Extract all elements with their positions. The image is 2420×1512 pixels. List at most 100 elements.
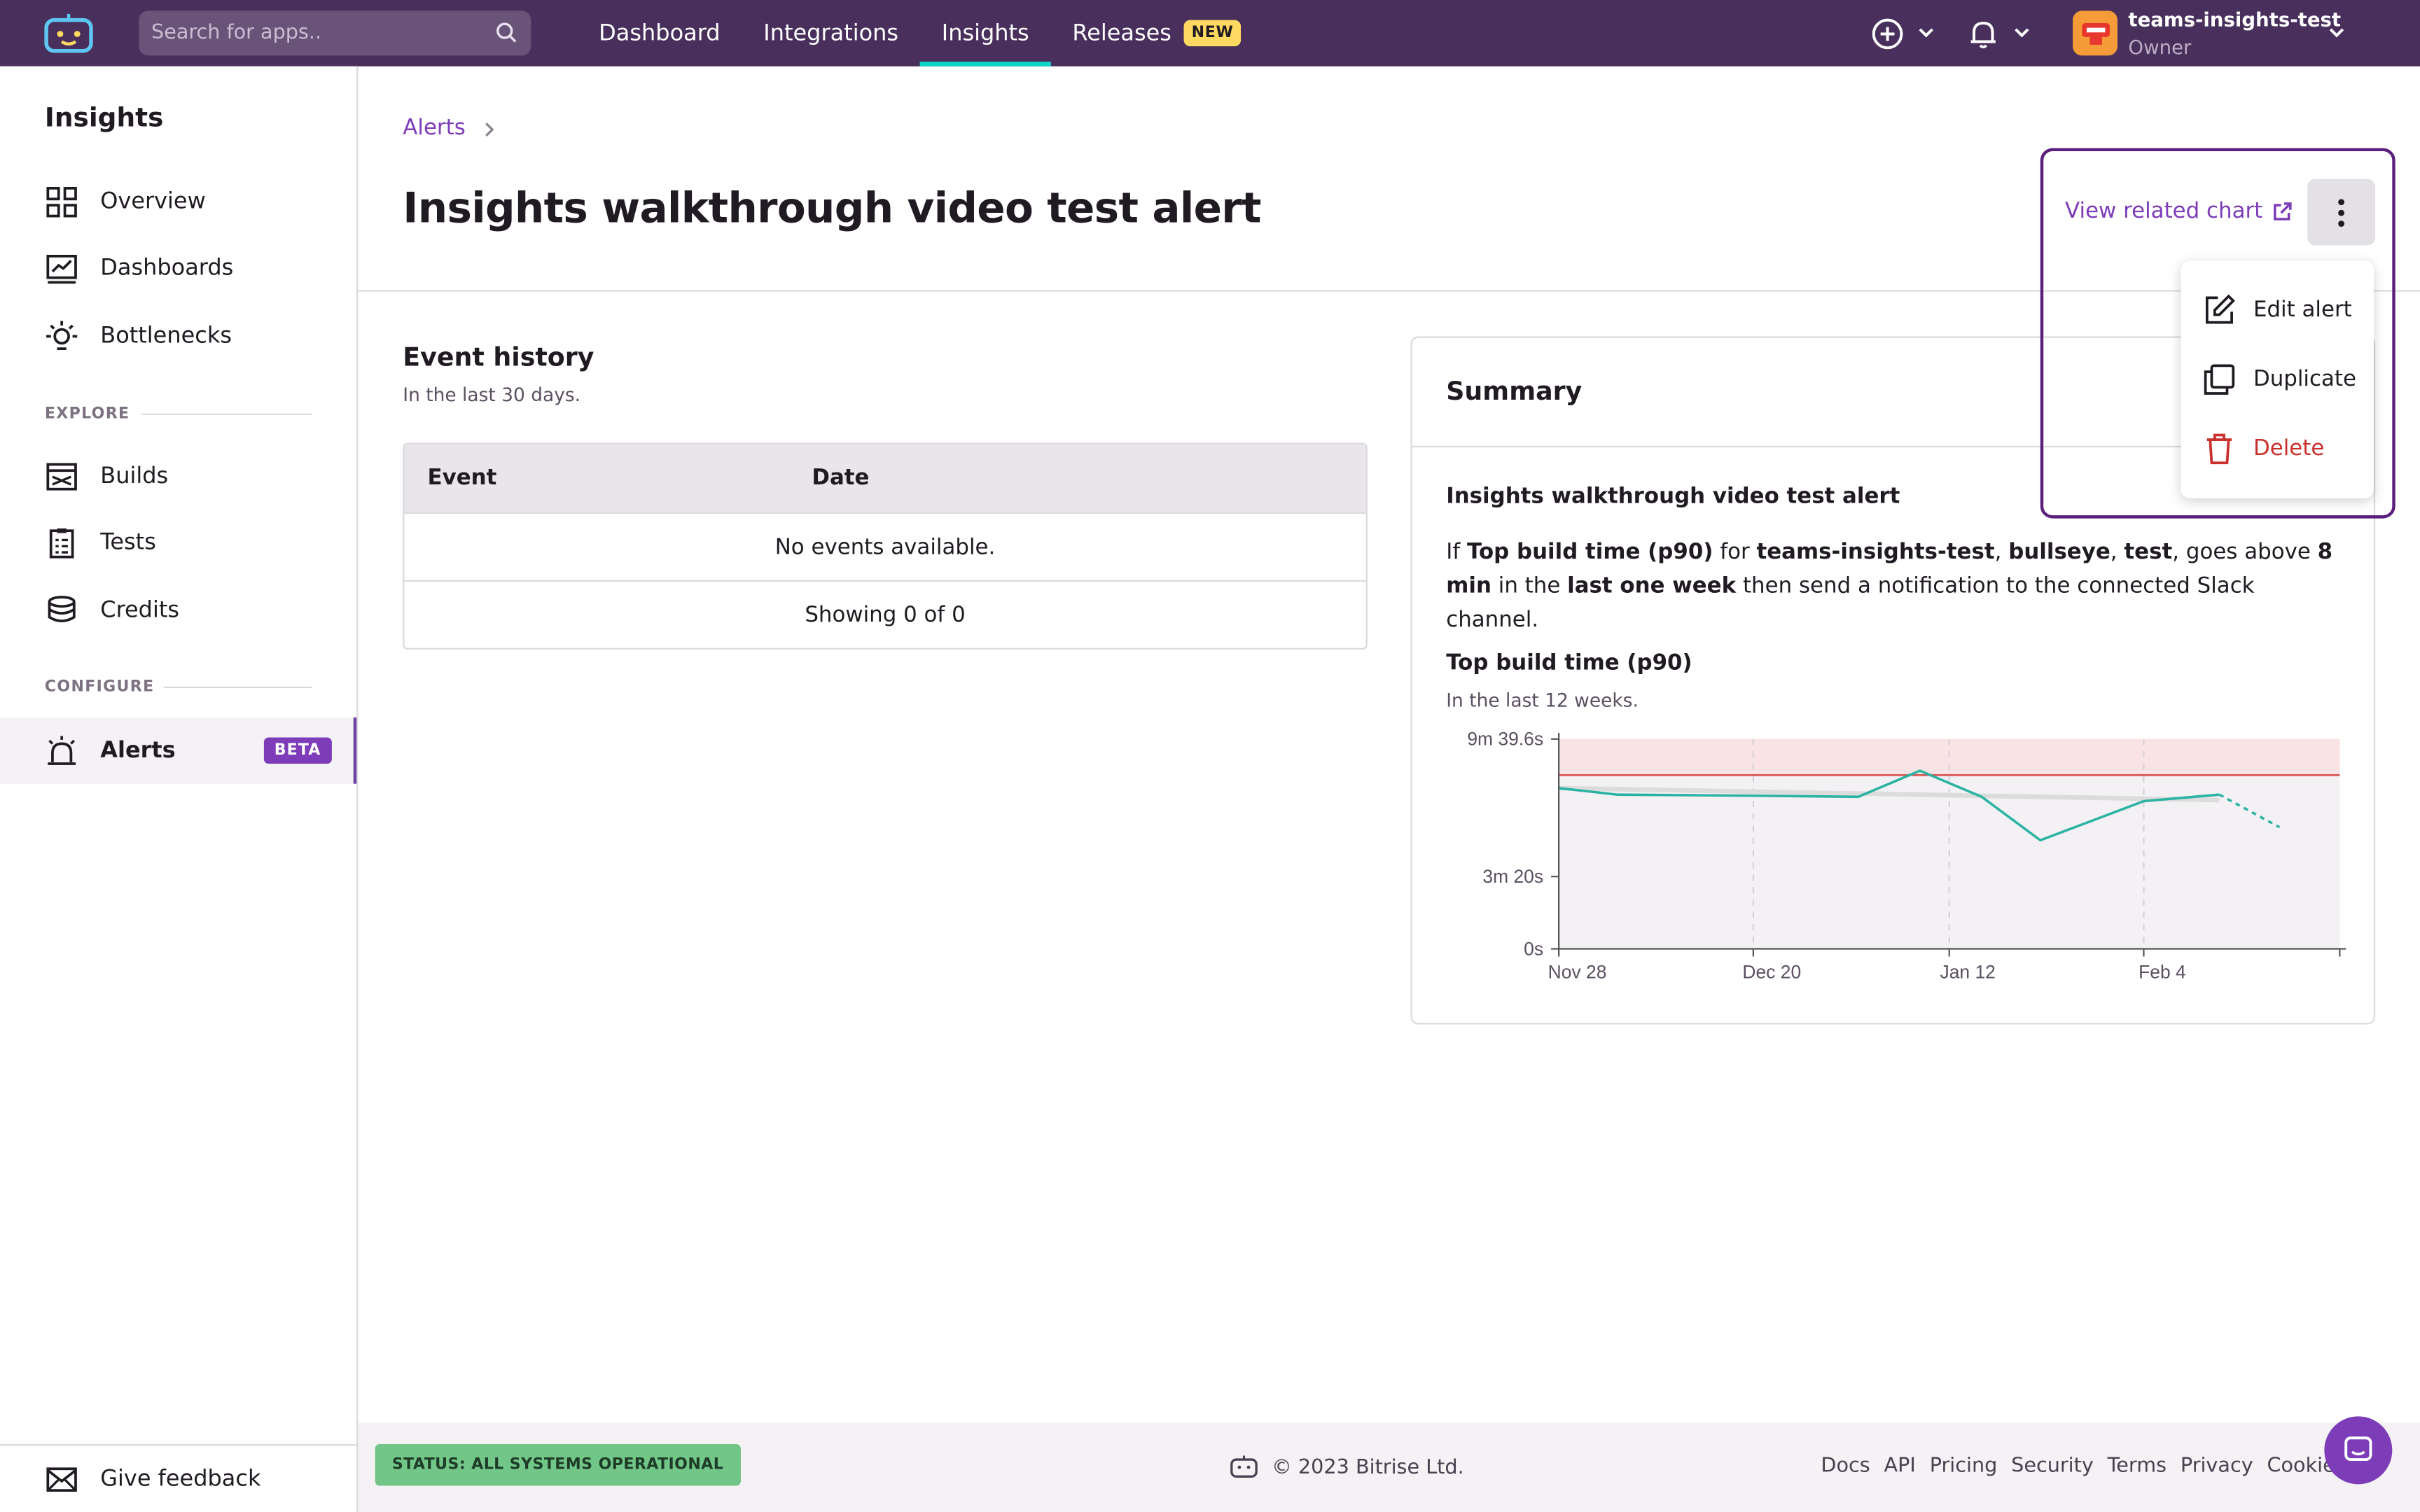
org-name[interactable]: teams-insights-test xyxy=(2128,8,2342,31)
search-icon xyxy=(496,22,517,43)
sidebar-item-overview[interactable]: Overview xyxy=(0,168,356,234)
sidebar-item-label: Overview xyxy=(100,189,206,214)
y-tick-label: 9m 39.6s xyxy=(1467,729,1543,750)
footer-link-security[interactable]: Security xyxy=(2011,1455,2094,1478)
event-history-subtitle: In the last 30 days. xyxy=(403,384,581,406)
bell-icon[interactable] xyxy=(1966,17,2000,50)
org-logo-icon xyxy=(2081,22,2109,44)
footer-link-cookie[interactable]: Cookie xyxy=(2267,1455,2335,1478)
actions-menu: Edit alert Duplicate Delete xyxy=(2181,260,2374,498)
add-circle-icon[interactable] xyxy=(1870,17,1904,50)
sidebar-item-label: Bottlenecks xyxy=(100,323,232,349)
grid-icon xyxy=(46,186,77,217)
sidebar-item-tests[interactable]: Tests xyxy=(0,509,356,575)
summary-divider xyxy=(1412,445,2374,448)
chevron-right-icon xyxy=(485,122,494,137)
column-header-date[interactable]: Date xyxy=(812,465,870,491)
sidebar-title: Insights xyxy=(44,103,164,134)
sidebar: Insights Overview Dashboards Bottlenecks… xyxy=(0,66,359,1512)
series-line-projection xyxy=(2218,793,2281,829)
beta-badge: BETA xyxy=(263,737,332,764)
sidebar-item-label: Dashboards xyxy=(100,255,234,281)
copy-icon xyxy=(2204,364,2235,395)
envelope-icon xyxy=(46,1466,77,1491)
event-history-table: Event Date No events available. Showing … xyxy=(403,442,1368,650)
menu-item-label: Duplicate xyxy=(2253,367,2356,392)
build-time-chart[interactable]: 0s 3m 20s 9m 39.6s Nov 28 Dec 20 Jan 12 Feb 4 xyxy=(1412,724,2374,1017)
top-nav: Search for apps.. Dashboard Integrations… xyxy=(0,0,2420,66)
alarm-light-icon xyxy=(48,735,76,764)
nav-integrations[interactable]: Integrations xyxy=(763,20,899,46)
header-divider xyxy=(358,290,2420,292)
dashboard-chart-icon xyxy=(46,253,77,284)
sidebar-item-bottlenecks[interactable]: Bottlenecks xyxy=(0,302,356,369)
chevron-down-icon[interactable] xyxy=(1917,23,1935,41)
summary-description: If Top build time (p90) for teams-insigh… xyxy=(1446,540,2333,633)
chart-subtitle: In the last 12 weeks. xyxy=(1446,690,1639,712)
summary-alert-name: Insights walkthrough video test alert xyxy=(1446,484,1900,510)
divider xyxy=(163,686,312,689)
org-role: Owner xyxy=(2128,35,2192,59)
menu-item-label: Edit alert xyxy=(2253,298,2352,323)
related-chart-label: View related chart xyxy=(2065,199,2263,224)
chat-icon xyxy=(2344,1436,2372,1462)
event-history-title: Event history xyxy=(403,342,594,372)
sidebar-item-credits[interactable]: Credits xyxy=(0,577,356,643)
section-configure: CONFIGURE xyxy=(44,678,155,696)
column-header-event[interactable]: Event xyxy=(427,465,497,491)
search-placeholder: Search for apps.. xyxy=(151,21,322,45)
edit-alert-menu-item[interactable]: Edit alert xyxy=(2202,287,2372,333)
bitrise-bot-icon xyxy=(1230,1455,1258,1478)
table-header: Event Date xyxy=(404,444,1366,512)
status-badge[interactable]: STATUS: ALL SYSTEMS OPERATIONAL xyxy=(375,1444,741,1486)
sidebar-item-label: Credits xyxy=(100,598,180,623)
empty-state: No events available. xyxy=(404,512,1366,580)
y-tick-label: 0s xyxy=(1524,938,1543,959)
copyright-text: © 2023 Bitrise Ltd. xyxy=(1272,1455,1464,1479)
focus-highlight-box xyxy=(2040,148,2395,519)
kebab-menu-icon xyxy=(2338,198,2344,226)
sidebar-item-builds[interactable]: Builds xyxy=(0,443,356,510)
footer-link-privacy[interactable]: Privacy xyxy=(2180,1455,2253,1478)
chat-support-button[interactable] xyxy=(2324,1416,2393,1485)
bitrise-logo-icon[interactable] xyxy=(43,13,95,55)
sidebar-item-label: Builds xyxy=(100,463,169,489)
breadcrumb-alerts[interactable]: Alerts xyxy=(403,115,466,141)
give-feedback-button[interactable]: Give feedback xyxy=(0,1444,357,1512)
org-avatar[interactable] xyxy=(2073,10,2118,56)
trash-icon xyxy=(2206,433,2232,465)
footer-link-docs[interactable]: Docs xyxy=(1821,1455,1870,1478)
delete-menu-item[interactable]: Delete xyxy=(2202,426,2372,472)
chevron-down-icon[interactable] xyxy=(2012,23,2031,41)
nav-insights[interactable]: Insights xyxy=(919,0,1051,66)
sidebar-item-dashboards[interactable]: Dashboards xyxy=(0,234,356,301)
page-title: Insights walkthrough video test alert xyxy=(403,185,1261,233)
x-tick-label: Dec 20 xyxy=(1742,961,1801,982)
view-related-chart-link[interactable]: View related chart xyxy=(2065,199,2293,224)
duplicate-menu-item[interactable]: Duplicate xyxy=(2202,356,2372,402)
footer-link-api[interactable]: API xyxy=(1884,1455,1916,1478)
summary-title: Summary xyxy=(1446,376,1583,406)
builds-icon xyxy=(46,462,77,490)
external-link-icon xyxy=(2274,202,2292,220)
footer: STATUS: ALL SYSTEMS OPERATIONAL © 2023 B… xyxy=(358,1422,2420,1512)
divider xyxy=(141,413,312,415)
menu-item-label: Delete xyxy=(2253,436,2325,462)
coins-stack-icon xyxy=(48,595,76,622)
x-tick-label: Nov 28 xyxy=(1548,961,1607,982)
copyright: © 2023 Bitrise Ltd. xyxy=(1228,1455,1464,1479)
lightbulb-icon xyxy=(46,320,78,349)
footer-link-terms[interactable]: Terms xyxy=(2107,1455,2167,1478)
x-tick-label: Jan 12 xyxy=(1940,961,1996,982)
edit-icon xyxy=(2205,294,2235,324)
x-tick-label: Feb 4 xyxy=(2139,961,2186,982)
sidebar-item-alerts[interactable]: Alerts BETA xyxy=(0,717,357,784)
search-input[interactable]: Search for apps.. xyxy=(139,10,531,56)
section-explore: EXPLORE xyxy=(44,405,130,423)
more-options-button[interactable] xyxy=(2307,178,2376,246)
nav-releases[interactable]: Releases NEW xyxy=(1051,0,1263,66)
chevron-down-icon[interactable] xyxy=(2328,23,2346,41)
sidebar-item-label: Alerts xyxy=(100,738,176,763)
nav-dashboard[interactable]: Dashboard xyxy=(599,20,721,46)
footer-link-pricing[interactable]: Pricing xyxy=(1929,1455,1998,1478)
